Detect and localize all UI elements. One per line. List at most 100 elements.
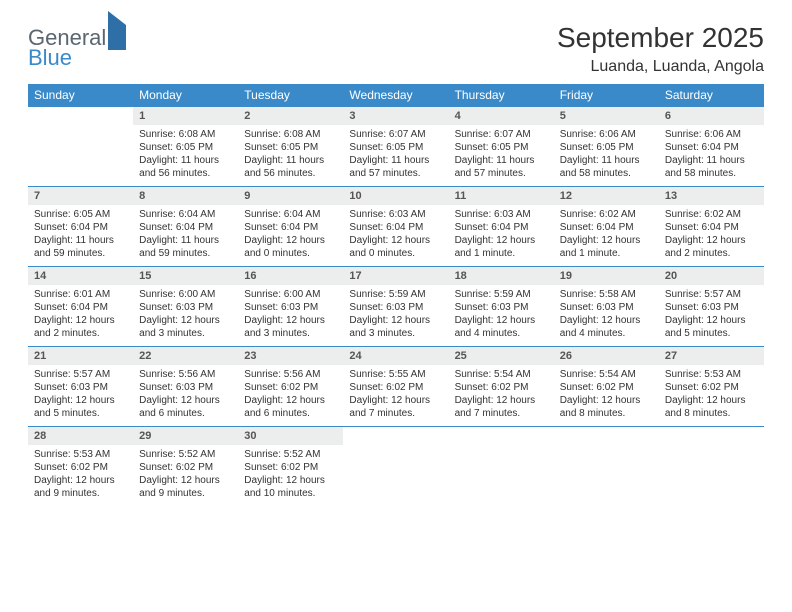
day-number: 21 <box>28 347 133 366</box>
sunrise-line: Sunrise: 6:06 AM <box>665 128 758 141</box>
day-number: 19 <box>554 267 659 286</box>
daynum-row: 14151617181920 <box>28 267 764 286</box>
sunset-line: Sunset: 6:02 PM <box>560 381 653 394</box>
weekday-header: Friday <box>554 84 659 107</box>
day-cell <box>449 445 554 506</box>
day-cell: Sunrise: 5:59 AMSunset: 6:03 PMDaylight:… <box>343 285 448 347</box>
daylight-line: Daylight: 12 hours and 8 minutes. <box>560 394 653 420</box>
daylight-line: Daylight: 12 hours and 8 minutes. <box>665 394 758 420</box>
brand-word2: Blue <box>28 45 72 70</box>
sunset-line: Sunset: 6:03 PM <box>349 301 442 314</box>
sunset-line: Sunset: 6:05 PM <box>455 141 548 154</box>
daylight-line: Daylight: 12 hours and 0 minutes. <box>244 234 337 260</box>
day-cell: Sunrise: 5:57 AMSunset: 6:03 PMDaylight:… <box>659 285 764 347</box>
day-number <box>28 107 133 126</box>
day-cell: Sunrise: 5:53 AMSunset: 6:02 PMDaylight:… <box>28 445 133 506</box>
daylight-line: Daylight: 12 hours and 1 minute. <box>560 234 653 260</box>
content-row: Sunrise: 6:05 AM Sunset: 6:04 PM Daylight:… <box>28 205 764 267</box>
day-number: 9 <box>238 187 343 206</box>
sunset-line: Sunset: 6:03 PM <box>560 301 653 314</box>
day-cell: Sunrise: 6:04 AMSunset: 6:04 PMDaylight:… <box>133 205 238 267</box>
sunrise-line: Sunrise: 5:54 AM <box>455 368 548 381</box>
sunrise-line: Sunrise: 6:02 AM <box>665 208 758 221</box>
sunset-line: Sunset: 6:02 PM <box>665 381 758 394</box>
sunrise-line: Sunrise: 5:53 AM <box>665 368 758 381</box>
daylight-line: Daylight: 11 hours and 56 minutes. <box>244 154 337 180</box>
day-cell: Sunrise: 6:06 AMSunset: 6:04 PMDaylight:… <box>659 125 764 187</box>
daylight-line: Daylight: 12 hours and 4 minutes. <box>560 314 653 340</box>
sunset-line: Sunset: 6:05 PM <box>244 141 337 154</box>
sunset-line: Sunset: 6:03 PM <box>455 301 548 314</box>
weekday-header: Sunday <box>28 84 133 107</box>
sunrise-line: Sunrise: 6:05 AM <box>34 208 127 221</box>
day-cell: Sunrise: 6:02 AMSunset: 6:04 PMDaylight:… <box>554 205 659 267</box>
daylight-line: Daylight: 12 hours and 6 minutes. <box>244 394 337 420</box>
content-row: Sunrise: 6:08 AMSunset: 6:05 PMDaylight:… <box>28 125 764 187</box>
day-cell: Sunrise: 5:55 AMSunset: 6:02 PMDaylight:… <box>343 365 448 427</box>
sunrise-line: Sunrise: 5:55 AM <box>349 368 442 381</box>
daylight-line: Daylight: 12 hours and 7 minutes. <box>455 394 548 420</box>
day-number: 10 <box>343 187 448 206</box>
sunset-line: Sunset: 6:02 PM <box>244 381 337 394</box>
content-row: Sunrise: 6:01 AMSunset: 6:04 PMDaylight:… <box>28 285 764 347</box>
day-number: 16 <box>238 267 343 286</box>
calendar-page: General Blue September 2025 Luanda, Luan… <box>0 0 792 526</box>
day-number: 17 <box>343 267 448 286</box>
sunset-line: Sunset: 6:04 PM <box>139 221 232 234</box>
day-cell: Sunrise: 6:08 AMSunset: 6:05 PMDaylight:… <box>133 125 238 187</box>
sunset-line: Sunset: 6:03 PM <box>139 381 232 394</box>
sunrise-line: Sunrise: 5:53 AM <box>34 448 127 461</box>
sunset-line: Sunset: 6:02 PM <box>244 461 337 474</box>
day-cell: Sunrise: 6:01 AMSunset: 6:04 PMDaylight:… <box>28 285 133 347</box>
sunset-line: Sunset: 6:04 PM <box>665 141 758 154</box>
day-number: 13 <box>659 187 764 206</box>
sunset-line: Sunset: 6:03 PM <box>139 301 232 314</box>
daylight-line: Daylight: 12 hours and 9 minutes. <box>34 474 127 500</box>
sunrise-line: Sunrise: 6:02 AM <box>560 208 653 221</box>
day-number: 1 <box>133 107 238 126</box>
title-block: September 2025 Luanda, Luanda, Angola <box>557 22 764 76</box>
day-cell: Sunrise: 6:03 AMSunset: 6:04 PMDaylight:… <box>343 205 448 267</box>
day-number: 20 <box>659 267 764 286</box>
calendar-table: Sunday Monday Tuesday Wednesday Thursday… <box>28 84 764 506</box>
day-number <box>554 427 659 446</box>
day-number: 14 <box>28 267 133 286</box>
day-cell: Sunrise: 6:00 AMSunset: 6:03 PMDaylight:… <box>238 285 343 347</box>
day-number: 30 <box>238 427 343 446</box>
day-number: 11 <box>449 187 554 206</box>
day-number: 26 <box>554 347 659 366</box>
sunset-line: Sunset: 6:02 PM <box>34 461 127 474</box>
sunset-line: Sunset: 6:03 PM <box>34 381 127 394</box>
sunrise-line: Sunrise: 5:59 AM <box>455 288 548 301</box>
header-row: General Blue September 2025 Luanda, Luan… <box>28 22 764 76</box>
sunrise-line: Sunrise: 5:52 AM <box>244 448 337 461</box>
daylight-line: Daylight: 12 hours and 3 minutes. <box>244 314 337 340</box>
content-row: Sunrise: 5:57 AMSunset: 6:03 PMDaylight:… <box>28 365 764 427</box>
sunrise-line: Sunrise: 6:00 AM <box>244 288 337 301</box>
daylight-line: Daylight: 12 hours and 2 minutes. <box>665 234 758 260</box>
sunrise-line: Sunrise: 6:03 AM <box>349 208 442 221</box>
content-row: Sunrise: 5:53 AMSunset: 6:02 PMDaylight:… <box>28 445 764 506</box>
day-number: 8 <box>133 187 238 206</box>
day-cell: Sunrise: 5:53 AMSunset: 6:02 PMDaylight:… <box>659 365 764 427</box>
sunset-line: Sunset: 6:02 PM <box>349 381 442 394</box>
day-cell <box>343 445 448 506</box>
daylight-line: Daylight: 11 hours and 58 minutes. <box>560 154 653 180</box>
day-number: 22 <box>133 347 238 366</box>
sunrise-line: Sunrise: 6:06 AM <box>560 128 653 141</box>
weekday-header: Saturday <box>659 84 764 107</box>
day-number <box>659 427 764 446</box>
sunrise-line: Sunrise: 5:52 AM <box>139 448 232 461</box>
sunrise-line: Sunrise: 5:59 AM <box>349 288 442 301</box>
daylight-line: Daylight: 12 hours and 9 minutes. <box>139 474 232 500</box>
sunset-line: Sunset: 6:03 PM <box>665 301 758 314</box>
daylight-line: Daylight: 12 hours and 6 minutes. <box>139 394 232 420</box>
daylight-line: Daylight: 11 hours and 56 minutes. <box>139 154 232 180</box>
day-cell: Sunrise: 6:00 AMSunset: 6:03 PMDaylight:… <box>133 285 238 347</box>
sunrise-line: Sunrise: 6:07 AM <box>349 128 442 141</box>
day-cell <box>659 445 764 506</box>
day-cell: Sunrise: 6:02 AMSunset: 6:04 PMDaylight:… <box>659 205 764 267</box>
sunset-line: Sunset: 6:02 PM <box>455 381 548 394</box>
weekday-header: Tuesday <box>238 84 343 107</box>
sunset-line: Sunset: 6:02 PM <box>139 461 232 474</box>
